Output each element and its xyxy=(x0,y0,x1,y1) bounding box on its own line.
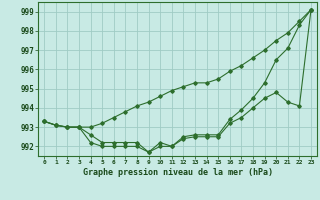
X-axis label: Graphe pression niveau de la mer (hPa): Graphe pression niveau de la mer (hPa) xyxy=(83,168,273,177)
